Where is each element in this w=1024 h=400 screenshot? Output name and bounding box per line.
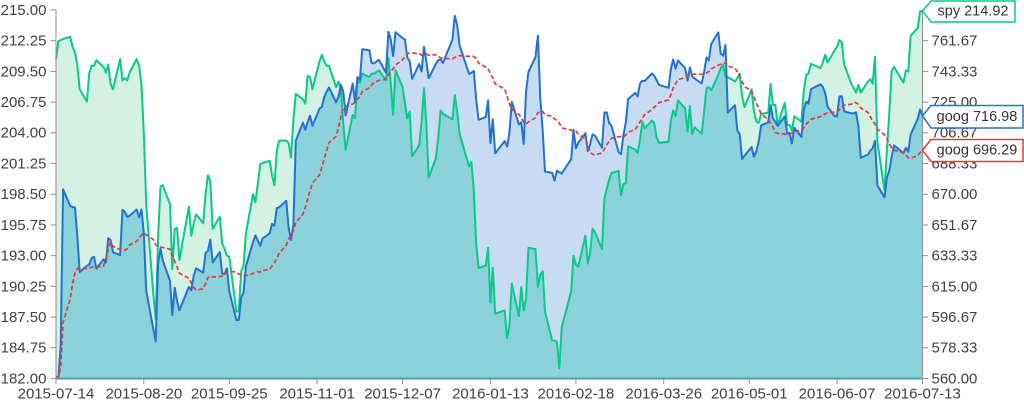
svg-text:goog 696.29: goog 696.29 <box>937 143 1018 159</box>
svg-text:2016-07-13: 2016-07-13 <box>884 386 961 400</box>
svg-text:743.33: 743.33 <box>932 63 978 80</box>
svg-text:193.00: 193.00 <box>1 248 47 265</box>
svg-text:190.25: 190.25 <box>1 278 47 295</box>
svg-text:2016-06-07: 2016-06-07 <box>799 386 876 400</box>
svg-text:212.25: 212.25 <box>1 33 47 50</box>
svg-text:651.67: 651.67 <box>932 217 978 234</box>
svg-text:2015-09-25: 2015-09-25 <box>191 386 268 400</box>
svg-text:761.67: 761.67 <box>932 33 978 50</box>
svg-text:578.33: 578.33 <box>932 340 978 357</box>
svg-text:182.00: 182.00 <box>1 370 47 387</box>
svg-text:633.33: 633.33 <box>932 248 978 265</box>
svg-text:209.50: 209.50 <box>1 63 47 80</box>
svg-text:spy 214.92: spy 214.92 <box>938 4 1009 20</box>
svg-text:2016-03-26: 2016-03-26 <box>625 386 702 400</box>
svg-text:2016-05-01: 2016-05-01 <box>711 386 788 400</box>
svg-text:2015-11-01: 2015-11-01 <box>279 386 355 400</box>
svg-text:670.00: 670.00 <box>932 186 978 203</box>
svg-text:2015-07-14: 2015-07-14 <box>18 386 95 400</box>
svg-text:215.00: 215.00 <box>1 2 47 19</box>
svg-text:goog 716.98: goog 716.98 <box>937 109 1018 125</box>
svg-text:206.75: 206.75 <box>1 94 47 111</box>
svg-text:706.67: 706.67 <box>932 125 978 142</box>
svg-text:2016-02-18: 2016-02-18 <box>538 386 615 400</box>
svg-text:596.67: 596.67 <box>932 309 978 326</box>
svg-text:195.75: 195.75 <box>1 217 47 234</box>
svg-text:2016-01-13: 2016-01-13 <box>452 386 529 400</box>
svg-text:2015-08-20: 2015-08-20 <box>105 386 182 400</box>
svg-text:198.50: 198.50 <box>1 186 47 203</box>
svg-text:184.75: 184.75 <box>1 340 47 357</box>
svg-text:187.50: 187.50 <box>1 309 47 326</box>
svg-text:201.25: 201.25 <box>1 155 47 172</box>
svg-text:615.00: 615.00 <box>932 278 978 295</box>
svg-text:2015-12-07: 2015-12-07 <box>364 386 441 400</box>
svg-text:560.00: 560.00 <box>932 370 978 387</box>
svg-text:204.00: 204.00 <box>1 125 47 142</box>
